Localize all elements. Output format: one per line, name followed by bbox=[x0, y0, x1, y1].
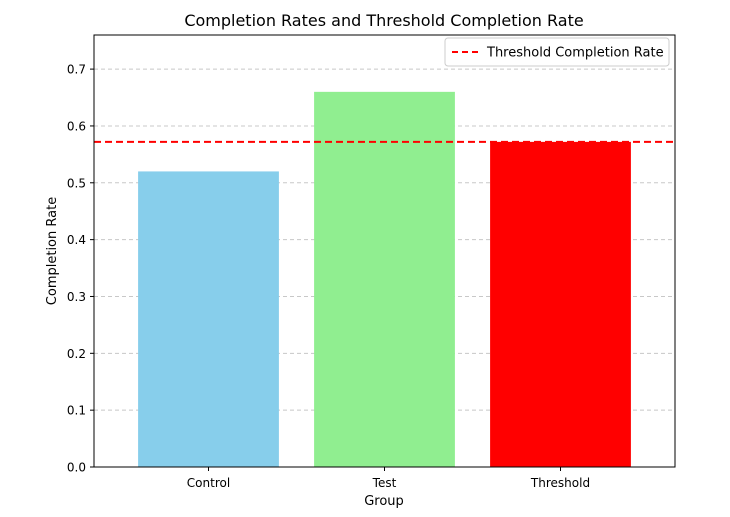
y-axis-label: Completion Rate bbox=[45, 197, 60, 305]
x-tick-label: Control bbox=[187, 476, 230, 490]
y-tick-label: 0.1 bbox=[67, 404, 86, 418]
y-tick-label: 0.5 bbox=[67, 176, 86, 190]
bars bbox=[138, 91, 631, 467]
x-axis-ticks: Control Test Threshold bbox=[187, 467, 590, 490]
x-tick-label: Test bbox=[372, 476, 397, 490]
bar-test bbox=[314, 91, 455, 467]
y-tick-label: 0.2 bbox=[67, 347, 86, 361]
legend-box bbox=[444, 37, 670, 67]
legend: Threshold Completion Rate bbox=[444, 37, 670, 67]
y-axis-ticks: 0.0 0.1 0.2 0.3 0.4 0.5 0.6 0.7 bbox=[67, 63, 94, 475]
chart-title: Completion Rates and Threshold Completio… bbox=[184, 11, 583, 30]
y-tick-label: 0.4 bbox=[67, 233, 86, 247]
y-tick-label: 0.7 bbox=[67, 63, 86, 77]
bar-threshold bbox=[490, 141, 631, 467]
y-tick-label: 0.0 bbox=[67, 461, 86, 475]
x-tick-label: Threshold bbox=[530, 476, 590, 490]
x-axis-label: Group bbox=[364, 494, 404, 509]
bar-control bbox=[138, 171, 279, 467]
y-tick-label: 0.6 bbox=[67, 119, 86, 133]
legend-threshold-label: Threshold Completion Rate bbox=[486, 46, 664, 61]
y-tick-label: 0.3 bbox=[67, 290, 86, 304]
